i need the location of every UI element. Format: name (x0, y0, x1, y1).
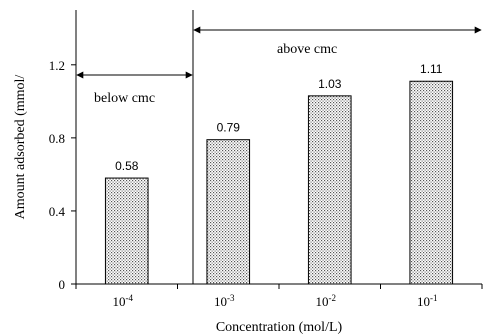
below-cmc-label: below cmc (94, 91, 155, 106)
bar (206, 139, 251, 285)
y-tick-label: 0 (59, 277, 66, 292)
x-tick-label: 10-3 (214, 293, 235, 309)
bar-value-label: 1.03 (318, 77, 342, 91)
bar-value-label: 0.58 (115, 159, 139, 173)
bar (409, 80, 454, 285)
y-tick-label: 0.4 (49, 204, 66, 219)
bar-value-label: 1.11 (420, 62, 443, 76)
above-cmc-label: above cmc (277, 42, 337, 57)
y-tick-label: 1.2 (49, 58, 65, 73)
bar (307, 95, 352, 285)
bars (104, 80, 454, 285)
y-ticks: 0 0.4 0.8 1.2 (49, 58, 76, 292)
x-tick-label: 10-4 (113, 293, 134, 309)
bar (104, 177, 149, 285)
x-ticks: 10-4 10-3 10-2 10-1 (75, 284, 483, 309)
annotations: below cmc above cmc (76, 26, 482, 106)
y-tick-label: 0.8 (49, 131, 65, 146)
x-axis-title: Concentration (mol/L) (216, 320, 343, 335)
y-axis-title: Amount adsorbed (mmol/ (13, 75, 28, 220)
bar-value-label: 0.79 (217, 121, 241, 135)
bar-labels: 0.58 0.79 1.03 1.11 (115, 62, 443, 173)
x-tick-label: 10-1 (417, 293, 438, 309)
x-tick-label: 10-2 (316, 293, 337, 309)
